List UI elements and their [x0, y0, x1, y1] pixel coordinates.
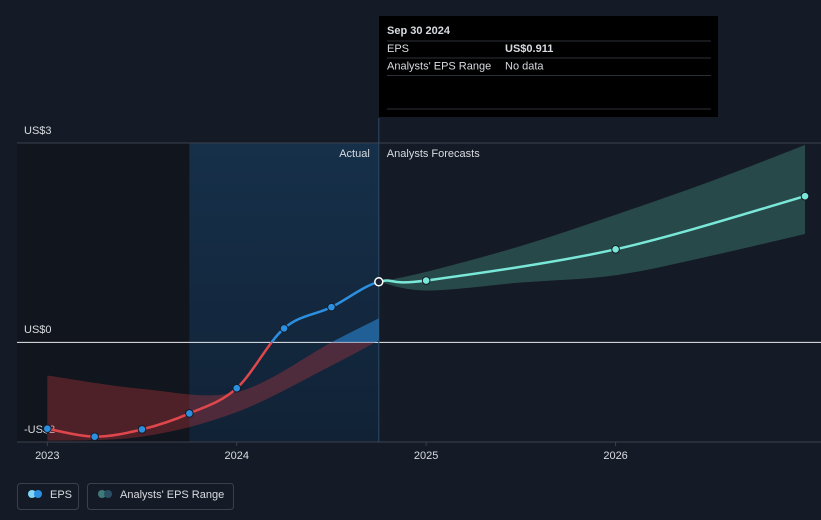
tooltip-value: US$0.911	[505, 43, 553, 55]
x-tick-label: 2026	[603, 450, 627, 462]
eps-point	[327, 302, 336, 312]
past-region	[17, 143, 190, 442]
eps-point	[611, 245, 620, 254]
eps-line	[270, 280, 379, 343]
eps-line	[378, 194, 806, 284]
tooltip-value: No data	[505, 60, 544, 72]
legend-icon	[28, 490, 36, 498]
tooltip-date: Sep 30 2024	[387, 25, 451, 37]
legend-label: EPS	[50, 489, 72, 501]
tooltip-box	[379, 16, 718, 117]
eps-point	[90, 432, 99, 441]
tooltip-key: EPS	[387, 43, 409, 55]
legend-box[interactable]	[87, 483, 234, 510]
x-tick-label: 2025	[414, 450, 438, 462]
range-band	[378, 144, 805, 291]
legend-icon	[104, 490, 112, 498]
eps-point	[421, 276, 431, 285]
x-tick-label: 2023	[35, 450, 59, 462]
x-tick-label: 2024	[224, 450, 248, 462]
legend-box[interactable]	[17, 483, 79, 510]
actual-label: Actual	[339, 148, 370, 160]
forecast-label: Analysts Forecasts	[387, 148, 480, 160]
eps-point	[137, 425, 147, 434]
eps-point	[232, 383, 242, 393]
legend-icon	[34, 490, 42, 498]
legend-label: Analysts' EPS Range	[120, 489, 224, 501]
range-band	[47, 342, 376, 441]
y-tick-label: US$0	[24, 324, 52, 336]
range-band	[331, 318, 379, 343]
y-tick-label: US$3	[24, 125, 52, 137]
eps-point	[43, 424, 52, 434]
legend-icon	[98, 490, 106, 498]
eps-point	[279, 324, 289, 333]
eps-point	[800, 191, 810, 201]
highlight-region	[189, 143, 379, 442]
eps-point	[185, 409, 194, 418]
eps-point	[374, 277, 384, 287]
tooltip-key: Analysts' EPS Range	[387, 60, 491, 72]
